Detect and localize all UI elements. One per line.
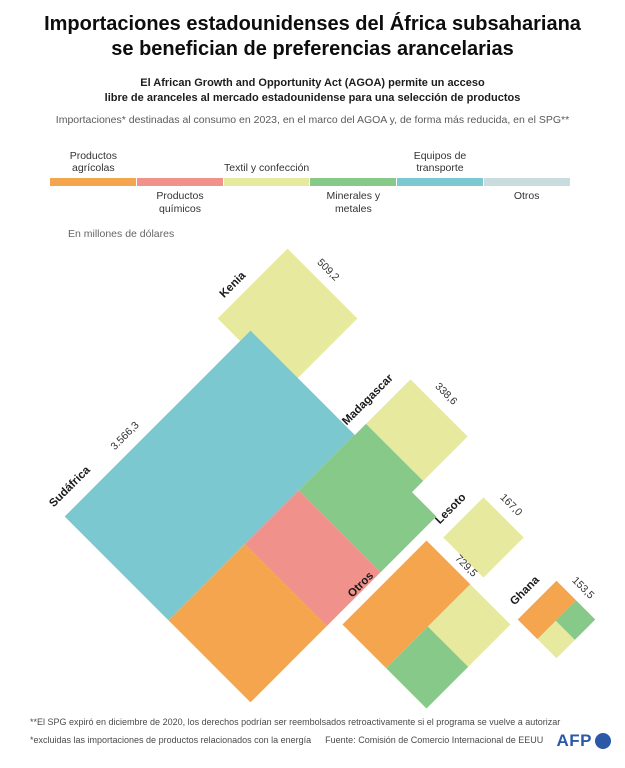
legend-label-transporte: Equipos de transporte [413, 149, 467, 175]
legend-label-agricolas: Productos agrícolas [69, 149, 117, 175]
legend-color-bar [50, 178, 570, 186]
subtitle-line1: El African Growth and Opportunity Act (A… [140, 77, 485, 89]
legend: Productos agrícolas Productos químicos Tex… [0, 144, 625, 220]
legend-label-quimicos: Productos químicos [156, 190, 204, 215]
legend-swatch-minerales [310, 178, 397, 186]
legend-swatch-quimicos [136, 178, 223, 186]
legend-swatch-textil [223, 178, 310, 186]
subtitle-line2: libre de aranceles al mercado estadounid… [104, 92, 521, 105]
legend-swatch-agricolas [50, 178, 136, 186]
subtitle: El African Growth and Opportunity Act (A… [0, 76, 625, 107]
units-note: En millones de dólares [68, 228, 175, 240]
source-note: Fuente: Comisión de Comercio Internacion… [325, 735, 544, 745]
legend-label-minerales: Minerales y metales [326, 190, 381, 215]
title-line2: se benefician de preferencias arancelari… [111, 38, 514, 60]
country-value-madagascar: 338,6 [432, 380, 460, 408]
afp-logo-text: AFP [556, 731, 592, 750]
title-line1: Importaciones estadounidenses del África… [44, 13, 581, 35]
legend-swatch-otros [484, 178, 570, 186]
footnote-energy: *excluidas las importaciones de producto… [30, 735, 312, 745]
page-title: Importaciones estadounidenses del África… [0, 12, 625, 62]
afp-logo: AFP [556, 731, 611, 751]
legend-label-textil: Textil y confección [224, 162, 310, 175]
footnote-row: *excluidas las importaciones de producto… [30, 735, 543, 745]
footnote-spg: **El SPG expiró en diciembre de 2020, lo… [30, 717, 561, 727]
chart-description: Importaciones* destinadas al consumo en … [55, 114, 570, 126]
legend-label-otros: Otros [513, 190, 540, 202]
afp-logo-dot [595, 733, 611, 749]
legend-swatch-transporte [397, 178, 484, 186]
